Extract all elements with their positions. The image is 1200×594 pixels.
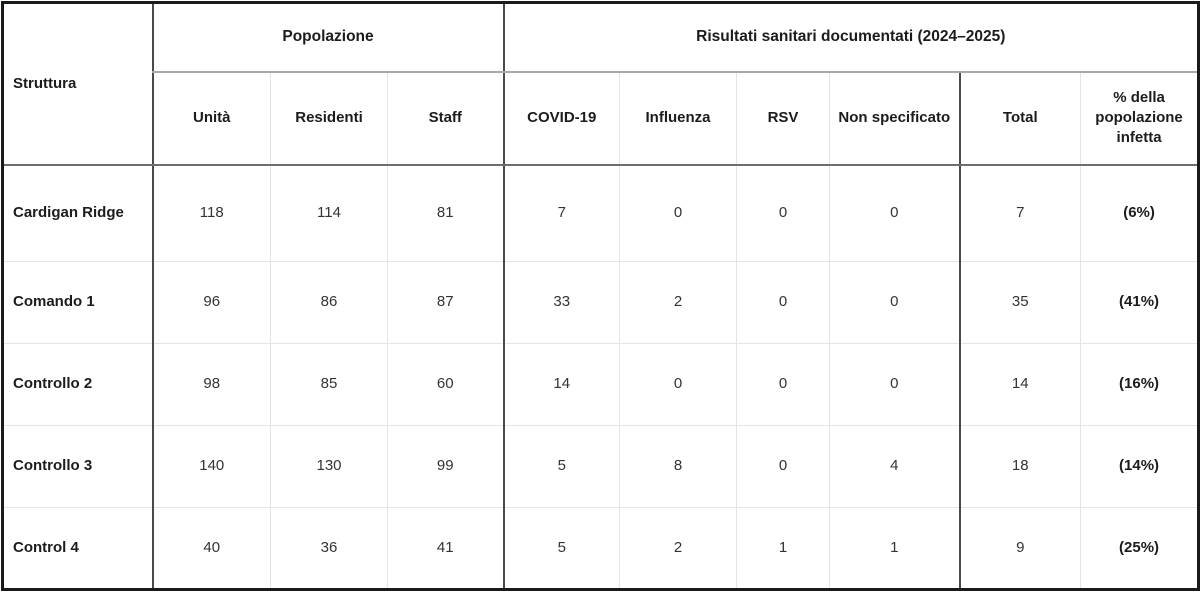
row-label-control-4: Control 4	[2, 507, 153, 590]
column-header-covid19: COVID-19	[502, 71, 621, 166]
table-cell: 1	[736, 507, 831, 590]
table-cell-percent: (41%)	[1080, 261, 1200, 344]
table-cell: 0	[829, 261, 961, 344]
table-cell-percent: (16%)	[1080, 343, 1200, 426]
table-cell: 87	[386, 261, 505, 344]
table-cell: 118	[151, 164, 271, 262]
table-cell: 96	[151, 261, 271, 344]
table-cell: 0	[829, 164, 961, 262]
table-cell: 0	[736, 261, 831, 344]
table-cell: 8	[619, 425, 738, 508]
table-cell: 0	[736, 425, 831, 508]
table-cell: 7	[958, 164, 1082, 262]
table-row: Cardigan Ridge 118 114 81 7 0 0 0 7 (6%)	[2, 164, 1200, 262]
column-header-struttura: Struttura	[2, 2, 153, 166]
column-header-total: Total	[958, 71, 1082, 166]
table-cell: 41	[386, 507, 505, 590]
group-header-popolazione: Popolazione	[151, 2, 505, 73]
table-cell: 81	[386, 164, 505, 262]
table-cell: 36	[270, 507, 388, 590]
table-cell: 0	[829, 343, 961, 426]
table-cell: 40	[151, 507, 271, 590]
table-row: Comando 1 96 86 87 33 2 0 0 35 (41%)	[2, 261, 1200, 344]
column-header-rsv: RSV	[736, 71, 831, 166]
row-label-controllo-2: Controllo 2	[2, 343, 153, 426]
table-row: Controllo 2 98 85 60 14 0 0 0 14 (16%)	[2, 343, 1200, 426]
table-cell: 86	[270, 261, 388, 344]
table-cell: 85	[270, 343, 388, 426]
table-cell: 9	[958, 507, 1082, 590]
column-header-non-specificato: Non specificato	[829, 71, 961, 166]
table-cell: 2	[619, 261, 738, 344]
table-cell: 18	[958, 425, 1082, 508]
column-header-pct-popolazione-infetta: % della popolazione infetta	[1080, 71, 1200, 166]
table-row: Controllo 3 140 130 99 5 8 0 4 18 (14%)	[2, 425, 1200, 508]
table-cell: 0	[736, 164, 831, 262]
row-label-cardigan-ridge: Cardigan Ridge	[2, 164, 153, 262]
table-cell: 14	[502, 343, 621, 426]
table-cell: 98	[151, 343, 271, 426]
table-cell: 140	[151, 425, 271, 508]
table-cell: 60	[386, 343, 505, 426]
table-cell-percent: (6%)	[1080, 164, 1200, 262]
table-cell: 130	[270, 425, 388, 508]
table-cell: 5	[502, 425, 621, 508]
table-cell: 114	[270, 164, 388, 262]
table-cell: 33	[502, 261, 621, 344]
group-header-risultati-sanitari: Risultati sanitari documentati (2024–202…	[502, 2, 1200, 73]
table-cell-percent: (14%)	[1080, 425, 1200, 508]
column-header-residenti: Residenti	[270, 71, 388, 166]
header-group-row: Struttura Popolazione Risultati sanitari…	[2, 2, 1200, 166]
table-cell-percent: (25%)	[1080, 507, 1200, 590]
column-header-staff: Staff	[386, 71, 505, 166]
table-cell: 5	[502, 507, 621, 590]
table-cell: 14	[958, 343, 1082, 426]
column-header-row: Unità Residenti Staff COVID-19 Influenza…	[3, 71, 1200, 166]
table-cell: 0	[619, 164, 738, 262]
column-header-unita: Unità	[151, 71, 271, 166]
table-cell: 4	[829, 425, 961, 508]
table-cell: 7	[502, 164, 621, 262]
table-cell: 99	[386, 425, 505, 508]
row-label-comando-1: Comando 1	[2, 261, 153, 344]
row-label-controllo-3: Controllo 3	[2, 425, 153, 508]
table-cell: 35	[958, 261, 1082, 344]
table-cell: 2	[619, 507, 738, 590]
table-cell: 1	[829, 507, 961, 590]
table-row: Control 4 40 36 41 5 2 1 1 9 (25%)	[2, 507, 1200, 590]
table-cell: 0	[736, 343, 831, 426]
column-header-influenza: Influenza	[619, 71, 738, 166]
table-cell: 0	[619, 343, 738, 426]
